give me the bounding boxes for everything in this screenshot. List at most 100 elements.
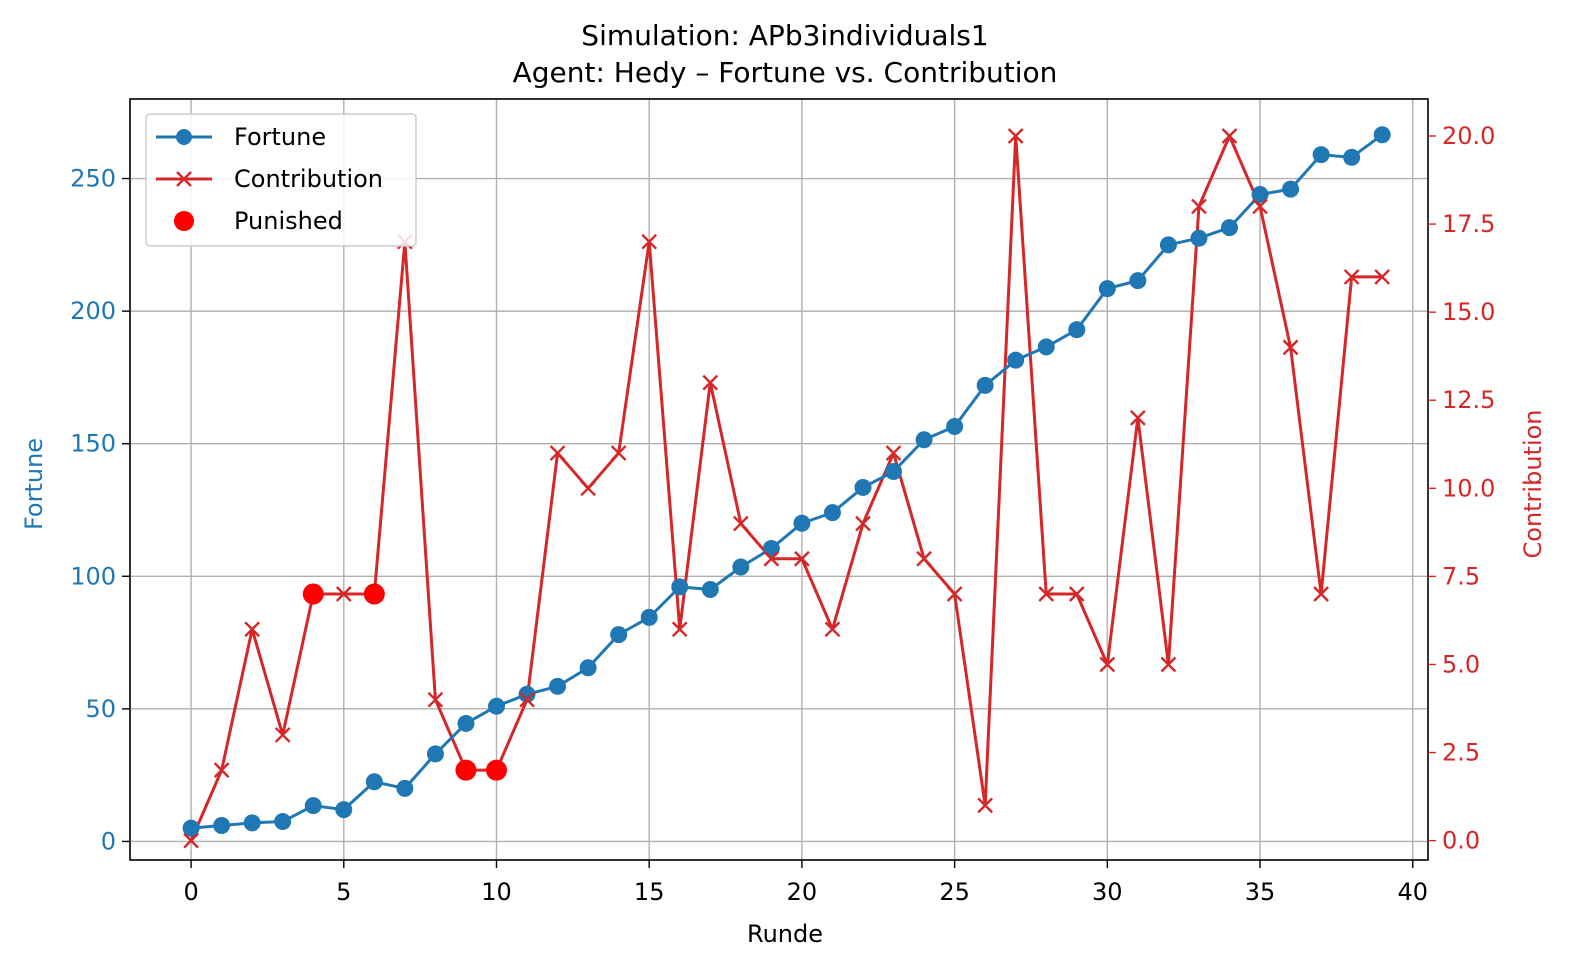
x-axis-label: Runde	[747, 920, 823, 948]
contribution-point	[427, 691, 444, 708]
y-right-tick-label: 20.0	[1442, 122, 1495, 150]
fortune-point	[1312, 146, 1330, 164]
legend: Fortune Contribution Punished	[145, 113, 417, 247]
x-tick-label: 15	[634, 878, 665, 906]
y-right-tick-label: 10.0	[1442, 474, 1495, 502]
punished-point	[485, 759, 507, 781]
contribution-point	[274, 727, 291, 743]
fortune-point	[854, 478, 872, 496]
fortune-point	[915, 431, 933, 449]
fortune-point	[457, 714, 475, 732]
fortune-point	[549, 677, 567, 695]
punished-point	[363, 583, 385, 605]
contribution-point	[1099, 656, 1116, 673]
fortune-point	[793, 514, 811, 532]
fortune-point	[762, 539, 780, 557]
fortune-point	[487, 697, 505, 715]
fortune-point	[610, 626, 628, 644]
contribution-point	[580, 480, 596, 497]
fortune-point	[365, 773, 383, 791]
y-axis-left-label: Fortune	[20, 438, 48, 530]
x-tick-label: 5	[336, 878, 351, 906]
contribution-point	[1160, 656, 1177, 673]
legend-punished-marker	[174, 211, 194, 231]
contribution-point	[1221, 128, 1238, 144]
contribution-point	[916, 550, 932, 567]
contribution-point	[855, 515, 871, 532]
y-left-tick-label: 250	[70, 165, 116, 193]
y-left-tick-label: 0	[101, 827, 116, 855]
legend-fortune-label: Fortune	[234, 123, 326, 151]
contribution-point	[519, 691, 535, 708]
x-tick-label: 25	[939, 878, 970, 906]
contribution-point	[335, 586, 352, 602]
chart-title-line1: Simulation: APb3individuals1	[581, 19, 988, 52]
contribution-point	[946, 586, 963, 602]
fortune-point	[946, 417, 964, 435]
fortune-point	[182, 819, 200, 837]
y-left-tick-label: 200	[70, 297, 116, 325]
contribution-point	[1313, 586, 1329, 602]
contribution-point	[1007, 128, 1024, 144]
contribution-point	[732, 515, 749, 532]
contribution-point	[977, 797, 994, 814]
fortune-point	[732, 558, 750, 576]
legend-contribution-marker	[176, 171, 192, 187]
fortune-point	[426, 745, 444, 763]
contribution-point	[549, 445, 566, 461]
legend-contribution-label: Contribution	[234, 165, 383, 193]
fortune-point	[1098, 280, 1116, 298]
fortune-point	[1068, 321, 1086, 339]
contribution-point	[213, 762, 230, 779]
fortune-series-line	[190, 133, 1384, 830]
x-tick-label: 35	[1245, 878, 1276, 906]
punished-point	[302, 583, 324, 605]
fortune-point	[1343, 148, 1361, 166]
fortune-point	[1037, 338, 1055, 356]
legend-box	[145, 113, 417, 247]
x-axis: 0 5 10 15 20 25 30 35 40	[183, 860, 1428, 906]
contribution-point	[1038, 586, 1055, 602]
y-axis-right-label: Contribution	[1519, 409, 1547, 558]
fortune-point	[335, 801, 353, 819]
fortune-point	[885, 463, 903, 481]
y-right-tick-label: 2.5	[1442, 739, 1480, 767]
contribution-point	[1191, 198, 1207, 215]
fortune-point	[671, 578, 689, 596]
fortune-point	[1373, 126, 1391, 144]
contribution-point	[1374, 269, 1391, 285]
contribution-point	[1130, 409, 1146, 426]
y-right-tick-label: 5.0	[1442, 650, 1480, 678]
fortune-point	[213, 817, 231, 835]
fortune-point	[976, 376, 994, 394]
contribution-point	[824, 621, 841, 638]
fortune-point	[1220, 219, 1238, 237]
contribution-point	[1282, 339, 1299, 356]
fortune-point	[518, 685, 536, 703]
y-right-tick-label: 15.0	[1442, 298, 1495, 326]
y-left-tick-label: 100	[70, 562, 116, 590]
contribution-point	[244, 621, 261, 638]
fortune-point	[1159, 236, 1177, 254]
fortune-point	[304, 797, 322, 815]
contribution-point	[763, 550, 780, 567]
fortune-point	[1007, 351, 1025, 369]
x-tick-label: 0	[183, 878, 198, 906]
fortune-point	[579, 659, 597, 677]
contribution-point	[1343, 269, 1360, 285]
fortune-point	[1129, 272, 1147, 290]
y-right-tick-label: 0.0	[1442, 827, 1480, 855]
contribution-point	[1252, 198, 1268, 215]
punished-point	[455, 759, 477, 781]
contribution-point	[794, 550, 810, 567]
fortune-point	[1282, 180, 1300, 198]
contribution-point	[885, 445, 902, 461]
y-right-tick-label: 12.5	[1442, 386, 1495, 414]
contribution-series-line	[189, 134, 1383, 842]
plot-area	[182, 126, 1391, 849]
y-right-tick-label: 17.5	[1442, 210, 1495, 238]
legend-fortune-marker	[176, 129, 192, 145]
contribution-point	[702, 374, 719, 391]
contribution-point	[641, 233, 658, 250]
